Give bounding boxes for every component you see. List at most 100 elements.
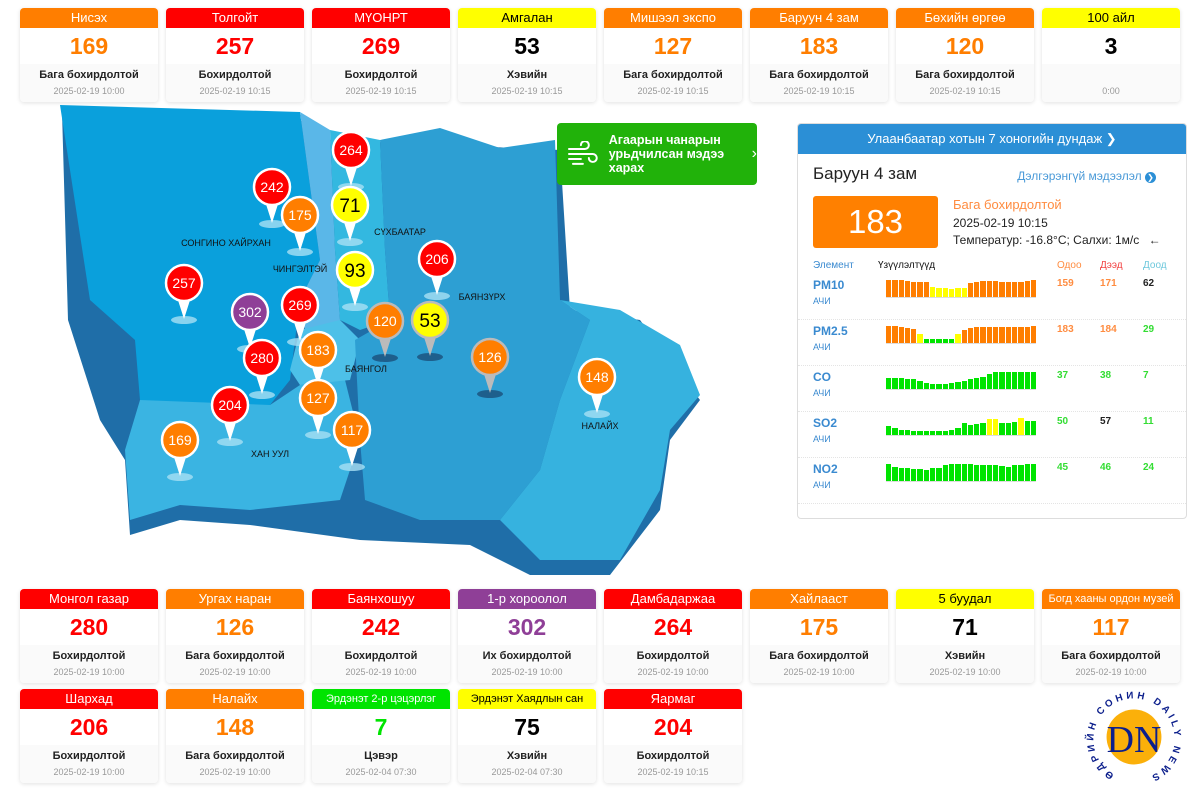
bar [961, 423, 967, 435]
bar [923, 338, 930, 343]
bar [967, 328, 974, 343]
station-name: Ургах наран [166, 589, 304, 609]
station-name: МҮОНРТ [312, 8, 450, 28]
station-marker[interactable]: 117 [332, 410, 372, 471]
measured-time: 2025-02-19 10:00 [53, 86, 125, 96]
bar [1030, 421, 1037, 435]
station-card[interactable]: Ургах наран 126 Бага бохирдолтой 2025-02… [166, 589, 304, 683]
district-khanuul[interactable] [125, 380, 360, 520]
bar [936, 287, 942, 297]
aqi-status: Бохирдолтой [636, 650, 710, 662]
pollutant-unit: АЧИ [813, 388, 831, 398]
station-marker[interactable]: 126 [470, 337, 510, 398]
bar [886, 326, 892, 343]
bar [974, 424, 980, 435]
district-bayanzurkh[interactable] [355, 128, 590, 520]
marker-value: 280 [250, 350, 274, 366]
station-card[interactable]: Баянхошуу 242 Бохирдолтой 2025-02-19 10:… [312, 589, 450, 683]
station-marker[interactable]: 269 [280, 285, 320, 346]
station-name: Мишээл экспо [604, 8, 742, 28]
value-now: 159 [1057, 278, 1074, 289]
station-card[interactable]: 5 буудал 71 Хэвийн 2025-02-19 10:00 [896, 589, 1034, 683]
station-card[interactable]: Дамбадаржаа 264 Бохирдолтой 2025-02-19 1… [604, 589, 742, 683]
marker-value: 204 [218, 397, 242, 413]
details-link[interactable]: Дэлгэрэнгүй мэдээлэл ❯ [1017, 169, 1156, 183]
station-card[interactable]: Амгалан 53 Хэвийн 2025-02-19 10:15 [458, 8, 596, 102]
bar [993, 281, 999, 297]
bar [930, 467, 936, 481]
bar [917, 380, 923, 389]
aqi-value: 53 [514, 33, 540, 59]
district-nalaikh[interactable] [500, 300, 700, 560]
station-name: Толгойт [166, 8, 304, 28]
station-marker[interactable]: 242 [252, 167, 292, 228]
station-marker[interactable]: 120 [365, 301, 405, 362]
aqi-status: Бага бохирдолтой [915, 69, 1015, 81]
bar [955, 334, 961, 343]
station-card[interactable]: Налайх 148 Бага бохирдолтой 2025-02-19 1… [166, 689, 304, 783]
station-card[interactable]: Эрдэнэт Хаядлын сан 75 Хэвийн 2025-02-04… [458, 689, 596, 783]
bar [904, 430, 911, 435]
measured-time: 2025-02-19 10:15 [783, 86, 855, 96]
bar [904, 467, 911, 481]
station-card[interactable]: Толгойт 257 Бохирдолтой 2025-02-19 10:15 [166, 8, 304, 102]
station-marker[interactable]: 257 [164, 263, 204, 324]
station-marker[interactable]: 204 [210, 385, 250, 446]
station-card[interactable]: Шархад 206 Бохирдолтой 2025-02-19 10:00 [20, 689, 158, 783]
measured-time: 0:00 [1102, 86, 1120, 96]
bar [904, 280, 911, 297]
station-card[interactable]: Мишээл экспо 127 Бага бохирдолтой 2025-0… [604, 8, 742, 102]
station-card[interactable]: Бөхийн өргөө 120 Бага бохирдолтой 2025-0… [896, 8, 1034, 102]
bar [986, 374, 993, 389]
measured-time: 2025-02-19 10:00 [53, 667, 125, 677]
aqi-time: 2025-02-19 10:15 [953, 216, 1048, 230]
station-card[interactable]: Баруун 4 зам 183 Бага бохирдолтой 2025-0… [750, 8, 888, 102]
measured-time: 2025-02-19 10:15 [637, 767, 709, 777]
station-marker[interactable]: 127 [298, 378, 338, 439]
marker-value: 206 [425, 251, 449, 267]
bar [886, 464, 892, 481]
measured-time: 2025-02-19 10:00 [53, 767, 125, 777]
wind-icon [567, 141, 598, 165]
bar [1024, 281, 1030, 297]
svg-text:DN: DN [1107, 719, 1162, 761]
station-marker[interactable]: 148 [577, 357, 617, 418]
marker-value: 183 [306, 342, 330, 358]
value-max: 46 [1100, 462, 1112, 473]
value-now: 50 [1057, 416, 1069, 427]
bar [1024, 421, 1030, 435]
station-marker[interactable]: 175 [280, 195, 320, 256]
weekly-average-header[interactable]: Улаанбаатар хотын 7 хоногийн дундаж ❯ [798, 124, 1186, 154]
station-card[interactable]: 1-р хороолол 302 Их бохирдолтой 2025-02-… [458, 589, 596, 683]
station-marker[interactable]: 93 [335, 250, 375, 311]
marker-value: 117 [341, 422, 364, 438]
aqi-value: 169 [69, 33, 109, 59]
station-card[interactable]: Богд хааны ордон музей 117 Бага бохирдол… [1042, 589, 1180, 683]
station-marker[interactable]: 206 [417, 239, 457, 300]
station-card[interactable]: Яармаг 204 Бохирдолтой 2025-02-19 10:15 [604, 689, 742, 783]
station-marker[interactable]: 53 [410, 300, 450, 361]
station-marker[interactable]: 71 [330, 185, 370, 246]
district-label: ХАН УУЛ [251, 449, 289, 459]
aqi-value: 183 [799, 33, 839, 59]
bar [942, 339, 948, 343]
station-card[interactable]: Эрдэнэт 2-р цэцэрлэг 7 Цэвэр 2025-02-04 … [312, 689, 450, 783]
station-name: Баянхошуу [312, 589, 450, 609]
station-name: Эрдэнэт Хаядлын сан [458, 689, 596, 709]
aqi-value: 269 [361, 33, 401, 59]
station-marker[interactable]: 280 [242, 338, 282, 399]
station-marker[interactable]: 302 [230, 292, 270, 353]
station-card[interactable]: Монгол газар 280 Бохирдолтой 2025-02-19 … [20, 589, 158, 683]
aqi-value: 127 [653, 33, 693, 59]
station-card[interactable]: 100 айл 3 0:00 [1042, 8, 1180, 102]
marker-value: 169 [168, 432, 192, 448]
forecast-button[interactable]: Агаарын чанарын урьдчилсан мэдээ харах › [557, 123, 757, 185]
bar [904, 378, 911, 389]
aqi-status: Хэвийн [506, 750, 548, 762]
station-card[interactable]: Нисэх 169 Бага бохирдолтой 2025-02-19 10… [20, 8, 158, 102]
station-card[interactable]: МҮОНРТ 269 Бохирдолтой 2025-02-19 10:15 [312, 8, 450, 102]
aqi-value: 71 [952, 614, 978, 640]
station-card[interactable]: Хайлааст 175 Бага бохирдолтой 2025-02-19… [750, 589, 888, 683]
bar [923, 382, 930, 389]
station-marker[interactable]: 169 [160, 420, 200, 481]
